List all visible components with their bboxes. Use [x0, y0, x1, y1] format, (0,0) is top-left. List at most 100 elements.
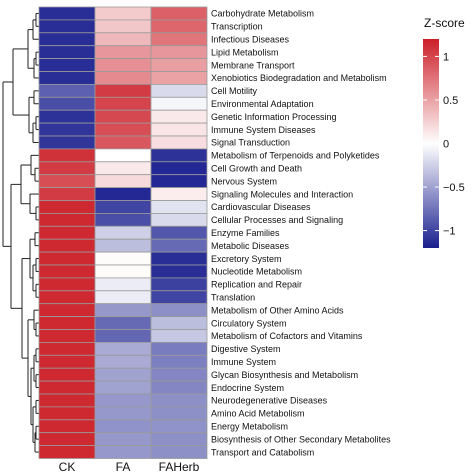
heatmap-cell: [150, 96, 208, 111]
heatmap-cell: [94, 264, 152, 279]
heatmap-cell: [38, 161, 96, 176]
heatmap-cell: [38, 96, 96, 111]
row-label: Metabolism of Terpenoids and Polyketides: [211, 151, 380, 161]
heatmap-cell: [94, 445, 152, 459]
row-label: Cardiovascular Diseases: [211, 202, 311, 212]
heatmap-cell: [38, 84, 96, 98]
legend-tick-label: −1: [443, 226, 456, 238]
column-label: CK: [59, 460, 76, 474]
heatmap-cell: [94, 406, 152, 421]
heatmap-cell: [150, 148, 208, 163]
legend-colorbar: [423, 39, 439, 248]
heatmap-cell: [94, 6, 152, 21]
heatmap-cell: [150, 200, 208, 214]
heatmap-cell: [150, 225, 208, 240]
row-label: Transport and Catabolism: [211, 447, 314, 457]
row-label: Endocrine System: [211, 383, 284, 393]
heatmap-cell: [150, 71, 208, 85]
heatmap-cell: [150, 354, 208, 369]
heatmap-cell: [94, 290, 152, 305]
heatmap-cell: [94, 19, 152, 34]
heatmap-cell: [150, 341, 208, 356]
row-label: Membrane Transport: [211, 60, 295, 70]
heatmap-cell: [38, 290, 96, 305]
heatmap-cell: [38, 380, 96, 395]
heatmap-cell: [150, 380, 208, 395]
row-label: Excretory System: [211, 254, 282, 264]
row-label: Immune System Diseases: [211, 125, 316, 135]
heatmap-cell: [38, 238, 96, 253]
heatmap-cell: [38, 419, 96, 434]
heatmap-cell: [150, 174, 208, 188]
heatmap-cell: [150, 316, 208, 330]
column-labels: CK FA FAHerb: [59, 460, 200, 474]
heatmap-cell: [38, 45, 96, 60]
heatmap-cell: [38, 251, 96, 266]
heatmap-cell: [150, 161, 208, 176]
heatmap-cell: [150, 109, 208, 124]
heatmap-cell: [150, 84, 208, 98]
heatmap-cell: [38, 303, 96, 318]
heatmap-cell: [150, 238, 208, 253]
heatmap-cell: [150, 45, 208, 60]
heatmap-cell: [94, 135, 152, 150]
heatmap-cell: [150, 187, 208, 201]
heatmap-cell: [38, 393, 96, 408]
heatmap-cell: [94, 238, 152, 253]
row-label: Immune System: [211, 357, 276, 367]
heatmap-cell: [94, 419, 152, 434]
legend-tick-label: 0.5: [443, 95, 458, 107]
row-label: Metabolism of Other Amino Acids: [211, 305, 344, 315]
heatmap-cell: [94, 277, 152, 292]
row-label: Translation: [211, 292, 255, 302]
heatmap-cell: [150, 277, 208, 292]
heatmap-cell: [150, 329, 208, 343]
heatmap-cell: [94, 212, 152, 227]
column-label: FA: [116, 460, 131, 474]
heatmap-cell: [150, 32, 208, 47]
heatmap-cell: [94, 432, 152, 447]
heatmap-cell: [38, 174, 96, 188]
heatmap-cell: [94, 96, 152, 111]
heatmap-cell: [150, 212, 208, 227]
heatmap-cell: [150, 251, 208, 266]
heatmap-cell: [38, 32, 96, 47]
legend-tick-label: 1: [443, 51, 449, 63]
heatmap-cell: [94, 161, 152, 176]
legend-tick-label: −0.5: [443, 182, 465, 194]
row-dendrogram: [2, 12, 39, 453]
heatmap-cell: [38, 445, 96, 459]
row-labels: Carbohydrate Metabolism Transcription Infe…: [211, 9, 391, 458]
heatmap-cell: [38, 58, 96, 72]
row-label: Cellular Processes and Signaling: [211, 215, 343, 225]
heatmap-cell: [38, 148, 96, 163]
row-label: Signaling Molecules and Interaction: [211, 189, 353, 199]
heatmap-cell: [150, 6, 208, 21]
heatmap-cell: [94, 71, 152, 85]
heatmap-cell: [38, 135, 96, 150]
row-label: Metabolic Diseases: [211, 241, 290, 251]
row-label: Xenobiotics Biodegradation and Metabolis…: [211, 73, 387, 83]
heatmap-cell: [150, 303, 208, 318]
heatmap-cell: [150, 19, 208, 34]
heatmap-cell: [94, 32, 152, 47]
heatmap-cell: [38, 225, 96, 240]
heatmap-cell: [150, 290, 208, 305]
heatmap-cell: [38, 212, 96, 227]
heatmap-cell: [150, 367, 208, 382]
heatmap-cell: [38, 406, 96, 421]
heatmap-cell: [94, 122, 152, 137]
heatmap-cell: [94, 174, 152, 188]
heatmap-cell: [38, 6, 96, 21]
heatmap-cell: [94, 367, 152, 382]
heatmap-cell: [94, 380, 152, 395]
heatmap-cell: [94, 341, 152, 356]
heatmap-cell: [38, 122, 96, 137]
heatmap-cell: [94, 200, 152, 214]
heatmap-cell: [94, 251, 152, 266]
heatmap-cell: [38, 187, 96, 201]
row-label: Lipid Metabolism: [211, 47, 279, 57]
row-label: Enzyme Families: [211, 228, 280, 238]
heatmap-cell: [94, 84, 152, 98]
row-label: Nucleotide Metabolism: [211, 267, 302, 277]
